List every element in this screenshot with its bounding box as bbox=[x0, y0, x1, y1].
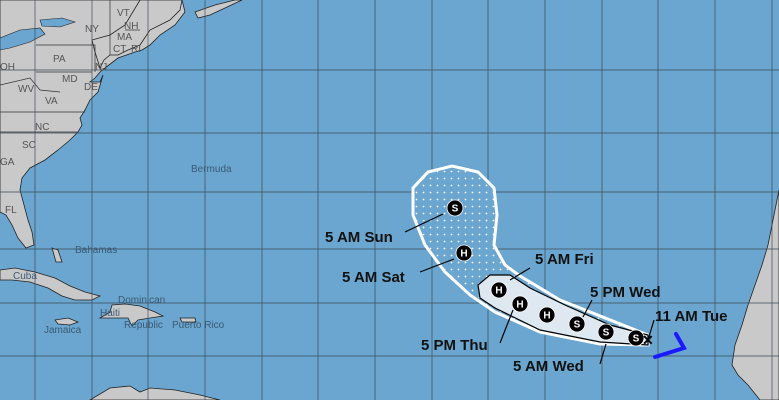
state-label: VA bbox=[45, 96, 58, 107]
land-jamaica bbox=[54, 317, 80, 326]
state-label: MA bbox=[117, 32, 132, 43]
hurricane-marker: H bbox=[511, 295, 529, 313]
svg-text:S: S bbox=[452, 204, 459, 215]
place-label: Cuba bbox=[13, 271, 37, 282]
past-track bbox=[653, 332, 687, 359]
state-label: DE bbox=[84, 82, 98, 93]
leader-line bbox=[419, 258, 455, 273]
forecast-time-label: 5 PM Wed bbox=[590, 284, 661, 301]
state-label: VT bbox=[117, 8, 130, 19]
place-label: Bahamas bbox=[75, 245, 117, 256]
hurricane-marker: H bbox=[538, 306, 556, 324]
svg-text:H: H bbox=[460, 249, 467, 260]
great-lakes bbox=[0, 17, 76, 51]
land-north-america bbox=[0, 0, 186, 249]
leader-line bbox=[509, 267, 531, 281]
place-label: Bermuda bbox=[191, 164, 232, 175]
place-label: Republic bbox=[124, 320, 163, 331]
hurricane-marker: H bbox=[455, 244, 473, 262]
state-label: RI bbox=[131, 44, 141, 55]
svg-text:S: S bbox=[603, 328, 610, 339]
place-label: Jamaica bbox=[44, 325, 82, 336]
state-label: NH bbox=[124, 21, 138, 32]
hurricane-marker: H bbox=[490, 281, 508, 299]
leader-line bbox=[582, 299, 593, 318]
forecast-time-label: 5 PM Thu bbox=[421, 337, 488, 354]
leader-line bbox=[647, 319, 655, 341]
state-label: SC bbox=[22, 140, 36, 151]
forecast-time-label: 5 AM Sun bbox=[325, 229, 393, 246]
forecast-cone-outer bbox=[411, 164, 650, 347]
state-label: NJ bbox=[95, 62, 107, 73]
place-label: Dominican bbox=[118, 295, 165, 306]
state-label: NY bbox=[85, 24, 99, 35]
storm-marker: S bbox=[597, 323, 615, 341]
svg-text:H: H bbox=[495, 286, 502, 297]
leader-line bbox=[499, 309, 514, 344]
svg-text:H: H bbox=[543, 311, 550, 322]
storm-marker: S bbox=[446, 199, 464, 217]
land-new-england bbox=[91, 0, 183, 70]
svg-text:H: H bbox=[516, 300, 523, 311]
forecast-time-label: 5 AM Sat bbox=[342, 269, 405, 286]
state-label: GA bbox=[0, 157, 15, 168]
land-africa bbox=[731, 189, 779, 400]
state-label: WV bbox=[18, 84, 34, 95]
state-label: PA bbox=[53, 54, 66, 65]
forecast-time-label: 5 AM Wed bbox=[513, 358, 584, 375]
place-label: Haiti bbox=[100, 308, 120, 319]
land-hispaniola bbox=[98, 303, 165, 327]
storm-marker: S bbox=[568, 315, 586, 333]
current-time-label: 11 AM Tue bbox=[655, 308, 728, 325]
leader-line bbox=[599, 343, 607, 365]
land-puerto-rico bbox=[179, 317, 197, 323]
state-label: MD bbox=[62, 74, 78, 85]
land-nova-scotia bbox=[194, 0, 243, 19]
forecast-time-label: 5 AM Fri bbox=[535, 251, 594, 268]
state-label: CT bbox=[113, 44, 126, 55]
place-label: Puerto Rico bbox=[172, 320, 225, 331]
leader-line bbox=[404, 213, 444, 233]
svg-text:S: S bbox=[633, 334, 640, 345]
storm-marker: S bbox=[627, 329, 645, 347]
state-label: NC bbox=[35, 122, 49, 133]
state-label: OH bbox=[0, 62, 15, 73]
current-position-marker: ✕ bbox=[642, 332, 654, 348]
state-label: FL bbox=[5, 205, 17, 216]
land-south-america bbox=[89, 385, 221, 400]
svg-text:S: S bbox=[574, 320, 581, 331]
